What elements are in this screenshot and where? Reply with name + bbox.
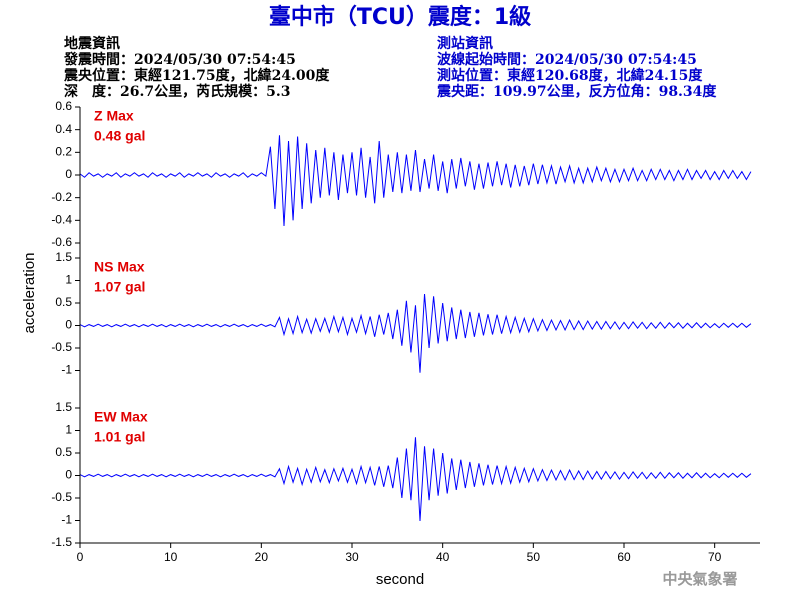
- y-tick-label: -1: [61, 363, 72, 377]
- y-tick-label: -1.5: [51, 535, 72, 549]
- y-tick-label: 1: [65, 273, 72, 287]
- panel-max: 1.01 gal: [94, 429, 145, 445]
- y-tick-label: 0: [65, 167, 72, 181]
- station-info: 波線起始時間：2024/05/30 07:54:45: [437, 51, 697, 68]
- panel-name: Z Max: [94, 108, 134, 124]
- waveform: [79, 293, 752, 373]
- station-info: 測站資訊: [437, 35, 493, 52]
- y-tick-label: -0.5: [51, 340, 72, 354]
- y-tick-label: -0.2: [51, 190, 72, 204]
- panel-max: 0.48 gal: [94, 128, 145, 144]
- y-tick-label: -0.4: [51, 213, 72, 227]
- panel-name: EW Max: [94, 409, 148, 425]
- x-tick-label: 30: [345, 550, 359, 564]
- earthquake-info: 深 度：26.7公里，芮氏規模：5.3: [64, 83, 290, 100]
- earthquake-info: 震央位置：東經121.75度，北緯24.00度: [63, 67, 330, 84]
- x-tick-label: 50: [527, 550, 541, 564]
- chart-title: 臺中市（TCU）震度：1級: [269, 4, 531, 30]
- y-tick-label: 0.5: [55, 445, 72, 459]
- station-info: 測站位置：東經120.68度，北緯24.15度: [437, 67, 703, 84]
- waveform: [79, 135, 752, 227]
- y-axis-label: acceleration: [21, 253, 38, 334]
- x-tick-label: 40: [436, 550, 450, 564]
- y-tick-label: 0: [65, 318, 72, 332]
- x-tick-label: 70: [708, 550, 722, 564]
- x-tick-label: 20: [255, 550, 269, 564]
- panel-name: NS Max: [94, 259, 145, 275]
- x-tick-label: 10: [164, 550, 178, 564]
- source: 中央氣象署: [662, 570, 737, 588]
- y-tick-label: 0.5: [55, 295, 72, 309]
- y-tick-label: 0.2: [55, 145, 72, 159]
- y-tick-label: 1: [65, 423, 72, 437]
- y-tick-label: -0.6: [51, 235, 72, 249]
- earthquake-info: 發震時間：2024/05/30 07:54:45: [63, 51, 296, 68]
- y-tick-label: 1.5: [55, 400, 72, 414]
- panel-max: 1.07 gal: [94, 279, 145, 295]
- y-tick-label: 0.6: [55, 99, 72, 113]
- station-info: 震央距：109.97公里，反方位角：98.34度: [436, 83, 717, 100]
- earthquake-info: 地震資訊: [64, 35, 120, 52]
- waveform: [79, 437, 752, 521]
- x-tick-label: 60: [617, 550, 631, 564]
- y-tick-label: 1.5: [55, 250, 72, 264]
- y-tick-label: -1: [61, 513, 72, 527]
- x-axis-label: second: [376, 571, 424, 588]
- y-tick-label: 0.4: [55, 122, 72, 136]
- x-tick-label: 0: [77, 550, 84, 564]
- y-tick-label: -0.5: [51, 490, 72, 504]
- y-tick-label: 0: [65, 468, 72, 482]
